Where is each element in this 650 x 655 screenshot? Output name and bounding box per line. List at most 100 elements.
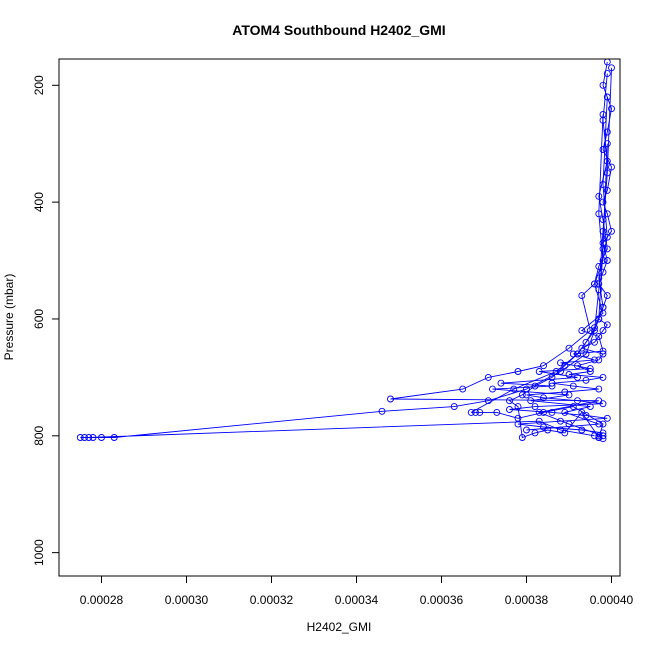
- y-axis-label: Pressure (mbar): [2, 274, 16, 361]
- chart-title: ATOM4 Southbound H2402_GMI: [232, 22, 445, 38]
- data-point: [484, 373, 492, 381]
- data-point: [81, 434, 88, 441]
- y-tick-label: 400: [32, 192, 46, 212]
- data-point: [514, 368, 522, 375]
- data-point: [506, 406, 513, 413]
- data-point: [599, 420, 607, 428]
- data-point: [599, 373, 607, 381]
- data-point: [603, 414, 611, 422]
- data-point: [514, 414, 522, 422]
- data-point: [591, 356, 598, 364]
- data-point: [467, 408, 475, 416]
- data-point: [595, 434, 603, 441]
- data-point: [595, 286, 603, 294]
- data-point: [540, 408, 547, 416]
- data-point: [561, 429, 569, 437]
- data-point: [76, 434, 84, 441]
- data-point: [544, 426, 552, 434]
- data-point: [552, 368, 560, 375]
- data-point: [603, 245, 611, 253]
- series-line-3: [390, 114, 604, 437]
- data-point: [595, 420, 603, 428]
- data-point: [459, 385, 467, 393]
- data-point: [608, 105, 615, 113]
- data-point: [514, 403, 522, 411]
- data-point: [110, 434, 118, 441]
- data-point: [603, 233, 611, 241]
- data-point: [387, 395, 394, 403]
- data-point: [493, 408, 501, 416]
- data-point: [603, 292, 611, 300]
- data-point: [531, 429, 539, 437]
- data-point: [565, 344, 573, 352]
- x-axis-label: H2402_GMI: [307, 620, 372, 634]
- series-line-2: [492, 73, 608, 431]
- data-point: [89, 434, 97, 441]
- x-tick-label: 0.00028: [80, 593, 124, 607]
- data-point: [450, 403, 458, 411]
- data-point: [599, 327, 607, 335]
- data-point: [531, 382, 539, 390]
- data-point: [608, 227, 615, 235]
- series-line-6: [508, 96, 608, 439]
- data-point: [608, 163, 615, 171]
- data-point: [98, 434, 105, 441]
- data-point: [603, 93, 611, 101]
- x-tick-label: 0.00032: [250, 593, 294, 607]
- x-tick-label: 0.00034: [335, 593, 379, 607]
- plot-data: [76, 58, 615, 443]
- data-point: [510, 385, 518, 393]
- data-point: [578, 292, 586, 300]
- data-point: [497, 379, 505, 387]
- data-point: [599, 181, 607, 189]
- data-point: [608, 64, 615, 72]
- data-point: [489, 385, 496, 393]
- data-point: [557, 417, 564, 425]
- data-point: [578, 344, 586, 352]
- series-line-4: [80, 143, 608, 438]
- data-point: [599, 347, 607, 355]
- plot-frame: [58, 58, 621, 577]
- data-point: [527, 397, 535, 405]
- data-point: [603, 257, 611, 264]
- data-point: [599, 245, 607, 253]
- data-point: [599, 432, 607, 440]
- data-point: [595, 385, 603, 393]
- data-point: [569, 382, 577, 390]
- data-point: [603, 140, 611, 148]
- data-point: [561, 362, 569, 370]
- data-point: [603, 169, 611, 177]
- data-point: [574, 373, 581, 381]
- data-point: [591, 280, 598, 288]
- data-point: [85, 434, 93, 441]
- data-point: [591, 324, 598, 332]
- data-point: [603, 70, 611, 78]
- data-point: [591, 338, 598, 346]
- data-point: [540, 362, 547, 370]
- y-tick-label: 1000: [32, 539, 46, 566]
- x-tick-label: 0.00036: [420, 593, 464, 607]
- data-point: [548, 373, 556, 381]
- data-point: [595, 356, 603, 364]
- data-point: [531, 403, 539, 411]
- data-point: [476, 408, 484, 416]
- data-point: [548, 408, 556, 416]
- y-tick-label: 800: [32, 425, 46, 445]
- data-point: [561, 408, 569, 416]
- data-point: [582, 350, 590, 358]
- y-tick-label: 200: [32, 75, 46, 95]
- data-point: [472, 408, 479, 416]
- data-point: [518, 391, 526, 399]
- x-tick-label: 0.00040: [590, 593, 634, 607]
- data-point: [595, 397, 603, 405]
- data-point: [595, 192, 603, 200]
- data-point: [574, 350, 581, 358]
- data-point: [565, 371, 573, 378]
- data-point: [523, 426, 530, 434]
- data-point: [578, 408, 586, 416]
- data-point: [603, 186, 611, 194]
- data-point: [586, 365, 594, 373]
- data-point: [595, 333, 603, 340]
- data-point: [582, 376, 590, 384]
- data-point: [599, 227, 607, 235]
